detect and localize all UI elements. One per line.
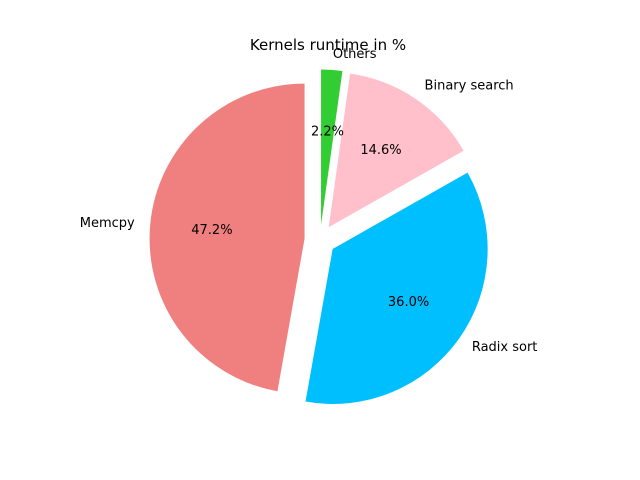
slice-percent-memcpy: 47.2% [191, 223, 232, 238]
slice-memcpy [149, 83, 305, 392]
pie-labels: 47.2% Memcpy 36.0% Radix sort 14.6% Binary se… [80, 47, 538, 355]
slice-label-memcpy: Memcpy [80, 216, 135, 231]
slice-percent-radix-sort: 36.0% [388, 295, 429, 310]
slice-radix-sort [305, 172, 488, 404]
slice-percent-binary-search: 14.6% [360, 143, 401, 158]
slice-label-radix-sort: Radix sort [472, 340, 538, 355]
chart-title: Kernels runtime in % [250, 36, 406, 54]
slice-label-binary-search: Binary search [425, 79, 514, 94]
slice-binary-search [328, 73, 464, 228]
slice-others [321, 69, 343, 225]
pie-slices [149, 69, 488, 404]
slice-label-others: Others [333, 47, 377, 62]
slice-percent-others: 2.2% [311, 124, 344, 139]
